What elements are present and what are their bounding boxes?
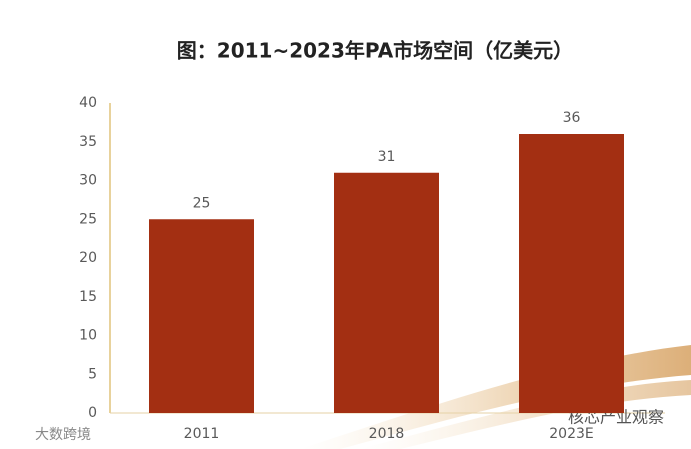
y-tick-label: 25 [79,211,97,227]
x-tick-label: 2018 [369,426,405,442]
value-label: 31 [378,149,396,165]
y-tick-label: 30 [79,173,97,189]
x-tick-label: 2011 [184,426,220,442]
y-tick-label: 35 [79,134,97,150]
y-tick-label: 10 [79,328,97,344]
y-tick-label: 5 [88,366,97,382]
value-label: 36 [563,110,581,126]
chart-title: 图：2011~2023年PA市场空间（亿美元） [177,39,573,63]
value-label: 25 [193,195,211,211]
y-tick-label: 0 [88,405,97,421]
watermark: 大数跨境 [35,427,91,443]
x-tick-label: 2023E [549,426,593,442]
y-tick-label: 20 [79,250,97,266]
bar [519,134,624,413]
y-tick-label: 15 [79,289,97,305]
bar [149,219,254,413]
y-tick-label: 40 [79,95,97,111]
bar [334,172,439,413]
